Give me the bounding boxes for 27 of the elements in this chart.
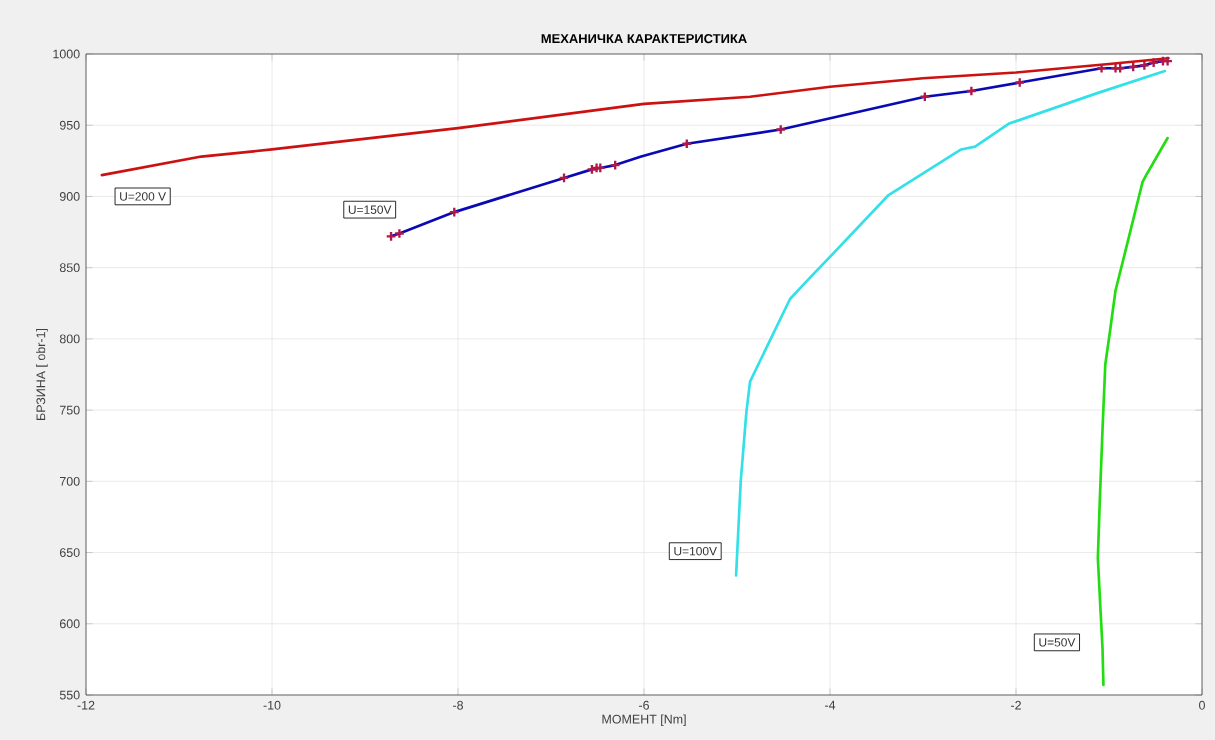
y-tick-label: 750: [60, 405, 80, 415]
y-tick-label: 800: [59, 334, 80, 344]
chart-title: МЕХАНИЧКА КАРАКТЕРИСТИКА: [541, 34, 747, 44]
y-tick-label: 850: [59, 263, 80, 273]
y-tick-label: 900: [59, 192, 80, 201]
y-tick-label: 1000: [53, 49, 80, 59]
x-axis-title: МОМЕНТ [Nm]: [602, 714, 686, 727]
y-tick-label: 700: [60, 476, 80, 486]
x-tick-label: -10: [263, 700, 281, 710]
series-label: U=200 V: [120, 192, 166, 201]
series-label: U=100V: [674, 546, 717, 556]
y-tick-label: 650: [59, 548, 80, 557]
text: U=50V: [1039, 638, 1076, 647]
series-label: U=150V: [348, 205, 392, 214]
x-tick-label: -4: [825, 700, 836, 710]
y-tick-label: 950: [59, 120, 80, 130]
x-tick-label: -8: [453, 700, 463, 710]
y-axis-title: БРЗИНА [ obr-1]: [36, 328, 48, 420]
x-tick-label: -6: [639, 700, 649, 710]
line-series: [100, 56, 1170, 177]
line-series: [734, 69, 1167, 577]
x-tick-label: -12: [77, 700, 95, 710]
y-tick-label: 550: [59, 690, 80, 700]
x-tick-label: -2: [1011, 700, 1021, 710]
y-tick-label: 600: [59, 619, 80, 629]
x-tick-label: 0: [1199, 700, 1205, 710]
line-series: [1096, 136, 1169, 687]
